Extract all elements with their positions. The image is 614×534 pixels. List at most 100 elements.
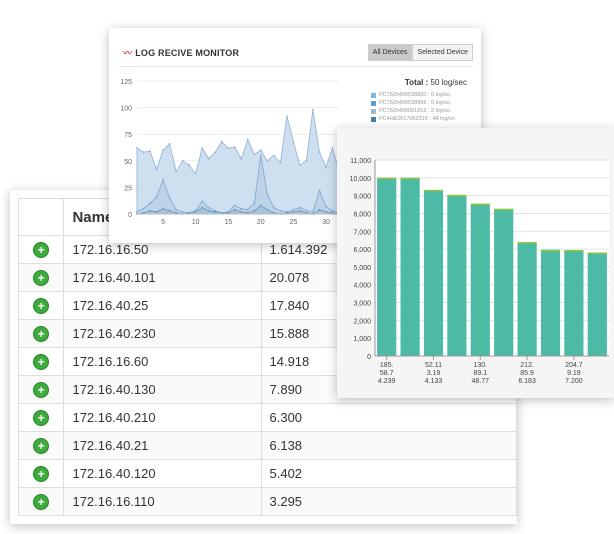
legend-swatch [371,108,376,114]
pulse-icon: 〰 [123,48,133,58]
data-point [142,212,145,214]
add-icon[interactable]: + [33,325,50,342]
data-point [253,209,256,212]
data-point [286,115,288,117]
bar [377,177,397,356]
data-point [194,211,197,213]
total-label: Total : [404,78,429,87]
y-tick-label: 11,000 [350,158,371,165]
data-point [331,209,334,212]
data-point [181,159,184,162]
bar-chart: 0 1,000 2,000 3,000 4,000 5,000 6,000 7,000 8,00… [350,158,609,385]
row-name: 172.16.40.230 [63,319,262,348]
data-point [149,202,151,205]
data-point [168,209,171,212]
data-point [266,159,269,162]
data-point [201,206,204,209]
add-icon[interactable]: + [33,381,50,398]
data-point [142,207,145,210]
data-point [318,189,321,192]
row-name: 172.16.40.25 [63,291,262,320]
bar-cap [564,250,584,252]
row-name: 172.16.40.21 [63,431,262,460]
x-tick-label: 30 [322,219,330,226]
x-tick-label: 89.1 [473,370,487,377]
data-point [188,212,190,214]
bar [564,250,584,356]
data-point [162,179,164,181]
add-icon[interactable]: + [33,241,50,258]
header-divider [119,66,473,67]
bar [587,252,607,356]
x-tick-label: 130. [473,362,487,369]
x-tick-label: 25 [289,219,297,226]
data-point [246,212,249,214]
table-row: +172.16.40.120 5.402 [17,459,517,488]
y-tick-label: 50 [124,159,132,166]
data-point [246,208,249,211]
add-icon[interactable]: + [33,353,50,370]
data-point [181,211,184,213]
y-tick-label: 0 [367,354,371,361]
y-tick-label: 3,000 [353,301,371,308]
data-point [188,164,190,167]
x-tick-label: 58.7 [380,370,394,377]
data-point [214,211,217,213]
y-tick-label: 2,000 [353,318,371,325]
total-value: 50 log/sec [430,78,467,87]
data-point [155,211,158,213]
row-action-cell: + [17,403,65,432]
legend-item[interactable]: PC7606400038956 : 0 log/sn [371,99,455,107]
x-tick-label: 7.200 [565,378,583,385]
legend-item[interactable]: PC7606400038830 : 0 log/sn [371,91,455,99]
row-value: 6.300 [260,403,517,432]
legend-label: PC7606400038830 : 0 log/sn [379,92,451,98]
legend-item[interactable]: PC4HE0017062315 : 48 log/sn [371,115,455,123]
add-icon[interactable]: + [33,437,50,454]
x-tick-label: 15 [224,219,232,226]
add-icon[interactable]: + [33,493,50,510]
add-icon[interactable]: + [33,465,50,482]
legend-label: PC7606400061816 : 2 log/sn [379,108,451,114]
data-point [240,157,243,160]
data-point [162,207,164,210]
y-tick-label: 9,000 [353,194,371,201]
data-point [259,204,262,207]
data-point [253,202,256,205]
data-point [220,140,223,143]
add-icon[interactable]: + [33,409,50,426]
data-point [142,151,145,154]
data-point [240,207,243,210]
log-area-chart: 0 25 50 75 100 125 5 10 15 20 25 30 [120,79,340,226]
y-tick-label: 6,000 [353,247,371,254]
x-tick-label: 6.183 [518,378,536,385]
add-icon[interactable]: + [33,297,50,314]
all-devices-button[interactable]: All Devices [367,44,413,61]
data-point [312,108,314,111]
y-tick-label: 125 [120,79,132,86]
monitor-title-text: LOG RECIVE MONITOR [135,48,240,58]
y-tick-label: 7,000 [353,229,371,236]
legend-label: PC4HE0017062315 : 48 log/sn [379,116,455,122]
row-action-cell: + [17,375,65,404]
row-name: 172.16.40.210 [63,403,262,432]
data-point [325,211,327,213]
legend-label: PC7606400038956 : 0 log/sn [379,100,451,106]
x-tick-label: 85.9 [520,370,534,377]
data-point [299,206,301,209]
add-icon[interactable]: + [33,269,50,286]
data-point [292,208,295,211]
data-point [279,162,282,164]
y-tick-label: 0 [128,212,132,219]
data-point [168,197,171,199]
data-point [286,212,288,214]
data-point [201,147,204,149]
data-point [299,164,301,167]
y-tick-label: 5,000 [353,265,371,272]
row-action-cell: + [17,487,65,516]
total-rate: Total : 50 log/sec [405,78,467,87]
selected-device-button[interactable]: Selected Device [412,44,473,61]
data-point [305,209,308,212]
legend-item[interactable]: PC7606400061816 : 2 log/sn [371,107,455,115]
x-tick-label: 3.19 [427,370,441,377]
